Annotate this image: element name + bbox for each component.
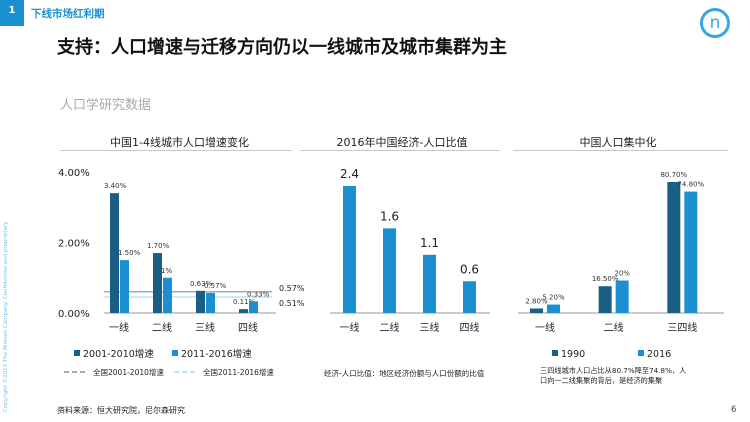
legend-swatch	[552, 350, 558, 356]
bar-value-label: 1.1	[420, 236, 439, 250]
legend-label: 2016	[647, 349, 671, 360]
source-note: 资料来源：恒大研究院，尼尔森研究	[57, 406, 185, 415]
bar	[206, 292, 215, 313]
bar-value-label: 1.70%	[147, 242, 170, 250]
bar	[530, 308, 543, 313]
section-number: 1	[8, 5, 16, 16]
bar-value-label: 1.6	[380, 209, 399, 223]
panel-rule-growth	[60, 150, 292, 151]
panel-rule-concentration	[513, 150, 728, 151]
bar	[423, 254, 436, 313]
page-title: 支持：人口增速与迁移方向仍以一线城市及城市集群为主	[57, 37, 507, 58]
y-tick-label: 4.00%	[58, 168, 90, 179]
x-tick-label: 二线	[604, 321, 624, 334]
left-strip	[0, 0, 24, 422]
chart-note: 经济-人口比值：地区经济份额与人口份额的比值	[324, 368, 485, 378]
section-number-badge	[0, 0, 24, 26]
bar	[153, 253, 162, 313]
bar	[547, 304, 560, 313]
y-tick-label: 0.00%	[58, 309, 90, 320]
legend-swatch	[172, 350, 178, 356]
bar-value-label: 16.50%	[592, 275, 619, 283]
bar-value-label: 3.40%	[104, 182, 127, 190]
x-tick-label: 三线	[195, 321, 215, 334]
bar	[163, 277, 172, 313]
bar-value-label: 0.6	[460, 262, 479, 276]
panel-title-ratio: 2016年中国经济-人口比值	[336, 136, 468, 149]
bar-value-label: 20%	[614, 270, 630, 278]
bar-value-label: 1.50%	[118, 249, 141, 257]
panel-rule-ratio	[300, 150, 500, 151]
x-tick-label: 四线	[238, 321, 258, 334]
nielsen-logo-icon: n	[700, 8, 730, 38]
section-title: 下线市场红利期	[31, 8, 105, 20]
x-tick-label: 三四线	[667, 321, 697, 334]
page-number: 6	[731, 405, 737, 415]
bar	[598, 286, 612, 313]
x-tick-label: 四线	[460, 321, 480, 334]
x-tick-label: 二线	[152, 321, 172, 334]
bar	[343, 186, 356, 313]
bar-value-label: 5.20%	[542, 294, 565, 302]
x-tick-label: 一线	[535, 321, 555, 334]
x-tick-label: 二线	[380, 321, 400, 334]
bar	[684, 191, 698, 313]
bar	[239, 309, 248, 313]
bar-value-label: 2.80%	[525, 297, 548, 305]
bar-value-label: 0.11%	[233, 298, 256, 306]
x-tick-label: 三线	[420, 321, 440, 334]
bar-value-label: 74.80%	[677, 181, 704, 189]
bar	[667, 182, 681, 313]
bar	[383, 228, 396, 313]
bar	[463, 281, 476, 313]
x-tick-label: 一线	[109, 321, 129, 334]
y-tick-label: 2.00%	[58, 239, 90, 250]
panel-title-concentration: 中国人口集中化	[579, 136, 657, 149]
bar	[249, 301, 258, 313]
bar-value-label: 2.4	[340, 167, 359, 181]
bar-value-label: 0.63%	[190, 280, 213, 288]
legend-label: 2011-2016增速	[181, 348, 252, 360]
legend-label: 1990	[561, 349, 585, 360]
legend-label: 全国2001-2010增速	[93, 367, 164, 377]
bar	[196, 290, 205, 313]
page-subtitle: 人口学研究数据	[60, 98, 152, 113]
bar	[615, 280, 629, 313]
x-tick-label: 一线	[340, 321, 360, 334]
legend-swatch	[74, 350, 80, 356]
bar-value-label: 1%	[161, 267, 172, 275]
reference-line-label: 0.51%	[279, 299, 305, 308]
bar-value-label: 0.57%	[204, 282, 227, 290]
bar	[120, 260, 129, 313]
bar	[110, 193, 119, 313]
legend-label: 2001-2010增速	[83, 348, 154, 360]
bar-value-label: 0.33%	[247, 290, 270, 298]
reference-line-label: 0.57%	[279, 284, 305, 293]
legend-swatch	[638, 350, 644, 356]
legend-label: 全国2011-2016增速	[203, 367, 274, 377]
panel-title-growth: 中国1-4线城市人口增速变化	[110, 136, 249, 149]
chart-note: 三四线城市人口占比从80.7%降至74.8%，人口向一二线集聚的背后，是经济的集…	[540, 366, 686, 385]
bar-value-label: 80.70%	[660, 171, 687, 179]
